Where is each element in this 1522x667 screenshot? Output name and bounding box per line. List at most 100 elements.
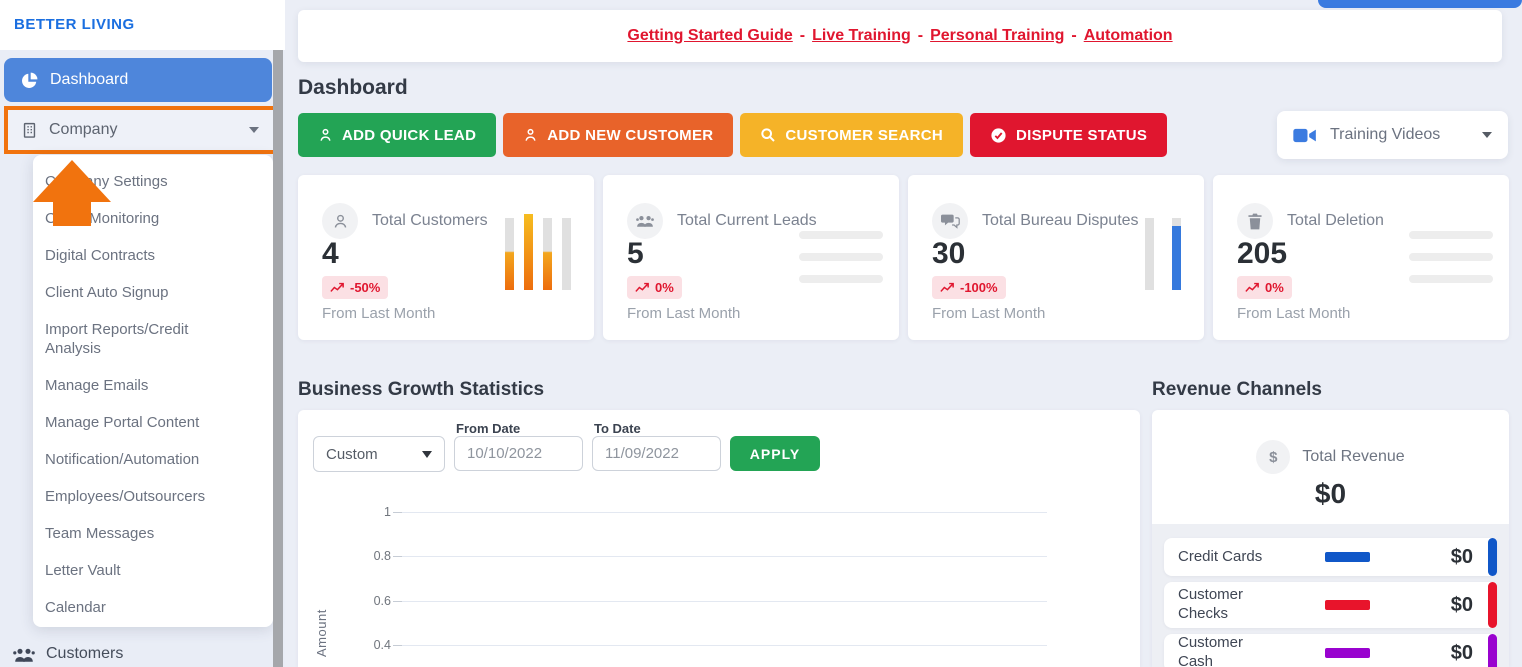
submenu-item-team-messages[interactable]: Team Messages: [45, 525, 155, 542]
badge-label: 0%: [1265, 280, 1284, 295]
to-date-input[interactable]: [592, 436, 721, 471]
annotation-arrow-up-icon: [33, 160, 111, 231]
action-buttons-row: ADD QUICK LEAD ADD NEW CUSTOMER CUSTOMER…: [298, 113, 1168, 157]
sidebar-item-dashboard[interactable]: Dashboard: [4, 58, 272, 102]
check-circle-icon: [990, 127, 1007, 144]
total-revenue-value: $0: [1314, 478, 1347, 509]
badge-label: 0%: [655, 280, 674, 295]
video-camera-icon: [1293, 128, 1317, 143]
y-axis-label: Amount: [314, 609, 329, 657]
dispute-status-button[interactable]: DISPUTE STATUS: [969, 113, 1168, 157]
customer-search-button[interactable]: CUSTOMER SEARCH: [740, 113, 963, 157]
submenu-item-digital-contracts[interactable]: Digital Contracts: [45, 247, 156, 264]
revenue-row-value: $0: [1450, 593, 1473, 616]
mini-line-placeholder: [799, 231, 883, 283]
help-links-bar: Getting Started Guide - Live Training - …: [298, 10, 1502, 62]
add-new-customer-button[interactable]: ADD NEW CUSTOMER: [503, 113, 734, 157]
stat-trend-badge: 0%: [627, 276, 682, 299]
trend-chart-icon: [330, 282, 344, 293]
stat-caption: From Last Month: [932, 305, 1046, 322]
submenu-item-notification-automation[interactable]: Notification/Automation: [45, 451, 200, 468]
revenue-channels-title: Revenue Channels: [1152, 379, 1322, 400]
page-title: Dashboard: [298, 76, 408, 99]
revenue-mini-bar: [1325, 552, 1370, 562]
link-live-training[interactable]: Live Training: [812, 27, 911, 44]
stat-cards-row: Total Customers 4 -50% From Last Month: [298, 175, 1509, 340]
stat-trend-badge: -50%: [322, 276, 389, 299]
link-automation[interactable]: Automation: [1083, 27, 1173, 44]
search-icon: [760, 127, 776, 143]
revenue-rows: Credit Cards $0 Customer Checks $0 Custo…: [1152, 524, 1509, 667]
revenue-row-value: $0: [1450, 545, 1473, 568]
y-tick-label: 1: [384, 505, 391, 519]
stat-card-total-customers: Total Customers 4 -50% From Last Month: [298, 175, 594, 340]
stat-title: Total Current Leads: [677, 212, 817, 229]
sidebar-item-company[interactable]: Company: [4, 106, 277, 154]
growth-chart: 1 0.8 0.6 0.4 Amount: [298, 480, 1140, 667]
link-personal-training[interactable]: Personal Training: [930, 27, 1065, 44]
add-quick-lead-button[interactable]: ADD QUICK LEAD: [298, 113, 497, 157]
submenu-item-manage-emails[interactable]: Manage Emails: [45, 377, 149, 394]
stat-card-total-current-leads: Total Current Leads 5 0% From Last Month: [603, 175, 899, 340]
revenue-row-customer-cash[interactable]: Customer Cash $0: [1164, 634, 1497, 667]
y-tick-mark: [393, 601, 402, 602]
business-growth-card: Custom From Date To Date APPLY 1 0.8 0.6…: [298, 410, 1140, 667]
dropdown-label: Training Videos: [1330, 126, 1441, 143]
to-date-label: To Date: [594, 421, 641, 436]
date-range-select[interactable]: Custom: [313, 436, 445, 472]
stat-value: 205: [1237, 237, 1288, 270]
business-growth-title: Business Growth Statistics: [298, 379, 545, 400]
stat-value: 30: [932, 237, 966, 270]
submenu-item-calendar[interactable]: Calendar: [45, 599, 106, 616]
gridline: [402, 601, 1047, 602]
submenu-item-import-reports[interactable]: Import Reports/Credit Analysis: [45, 321, 189, 357]
dollar-icon: $: [1256, 440, 1291, 474]
submenu-item-letter-vault[interactable]: Letter Vault: [45, 562, 121, 579]
badge-label: -50%: [350, 280, 381, 295]
revenue-mini-bar: [1325, 600, 1370, 610]
revenue-row-customer-checks[interactable]: Customer Checks $0: [1164, 582, 1497, 628]
submenu-item-client-auto-signup[interactable]: Client Auto Signup: [45, 284, 169, 301]
trash-icon: [1237, 203, 1273, 239]
y-tick-label: 0.4: [373, 638, 391, 652]
mini-line-placeholder: [1409, 231, 1493, 283]
submenu-item-manage-portal-content[interactable]: Manage Portal Content: [45, 414, 200, 431]
revenue-row-label: Credit Cards: [1178, 547, 1263, 565]
sidebar: BETTER LIVING Dashboard Company Company …: [0, 0, 285, 667]
people-icon: [12, 646, 36, 663]
y-tick-label: 0.6: [373, 594, 391, 608]
main-content: Getting Started Guide - Live Training - …: [285, 0, 1522, 667]
sidebar-item-customers[interactable]: Customers: [0, 634, 285, 667]
revenue-row-label: Customer Checks: [1178, 586, 1244, 622]
revenue-row-credit-cards[interactable]: Credit Cards $0: [1164, 538, 1497, 576]
button-label: DISPUTE STATUS: [1015, 126, 1148, 144]
stat-title: Total Bureau Disputes: [982, 212, 1139, 229]
from-date-input[interactable]: [454, 436, 583, 471]
mini-bar-chart: [1145, 214, 1181, 290]
sidebar-item-label: Customers: [46, 645, 124, 662]
chat-icon: [932, 203, 968, 239]
stat-card-total-bureau-disputes: Total Bureau Disputes 30 -100% From Last…: [908, 175, 1204, 340]
revenue-row-label: Customer Cash: [1178, 634, 1244, 667]
brand-logo[interactable]: BETTER LIVING: [14, 16, 135, 33]
training-videos-dropdown[interactable]: Training Videos: [1277, 111, 1508, 159]
pie-chart-icon: [20, 71, 39, 90]
stat-card-total-deletion: Total Deletion 205 0% From Last Month: [1213, 175, 1509, 340]
chevron-down-icon: [1482, 132, 1492, 138]
group-icon: [627, 203, 663, 239]
y-tick-mark: [393, 512, 402, 513]
trend-chart-icon: [1245, 282, 1259, 293]
sidebar-scrollbar[interactable]: [273, 50, 283, 667]
from-date-label: From Date: [456, 421, 521, 436]
person-icon: [322, 203, 358, 239]
top-right-button[interactable]: [1318, 0, 1522, 8]
apply-button[interactable]: APPLY: [730, 436, 820, 471]
stat-caption: From Last Month: [1237, 305, 1351, 322]
chevron-down-icon: [422, 450, 432, 458]
stat-value: 4: [322, 237, 339, 270]
stat-caption: From Last Month: [322, 305, 436, 322]
link-getting-started-guide[interactable]: Getting Started Guide: [627, 27, 793, 44]
gridline: [402, 645, 1047, 646]
submenu-item-employees-outsourcers[interactable]: Employees/Outsourcers: [45, 488, 206, 505]
link-separator: -: [799, 27, 806, 44]
